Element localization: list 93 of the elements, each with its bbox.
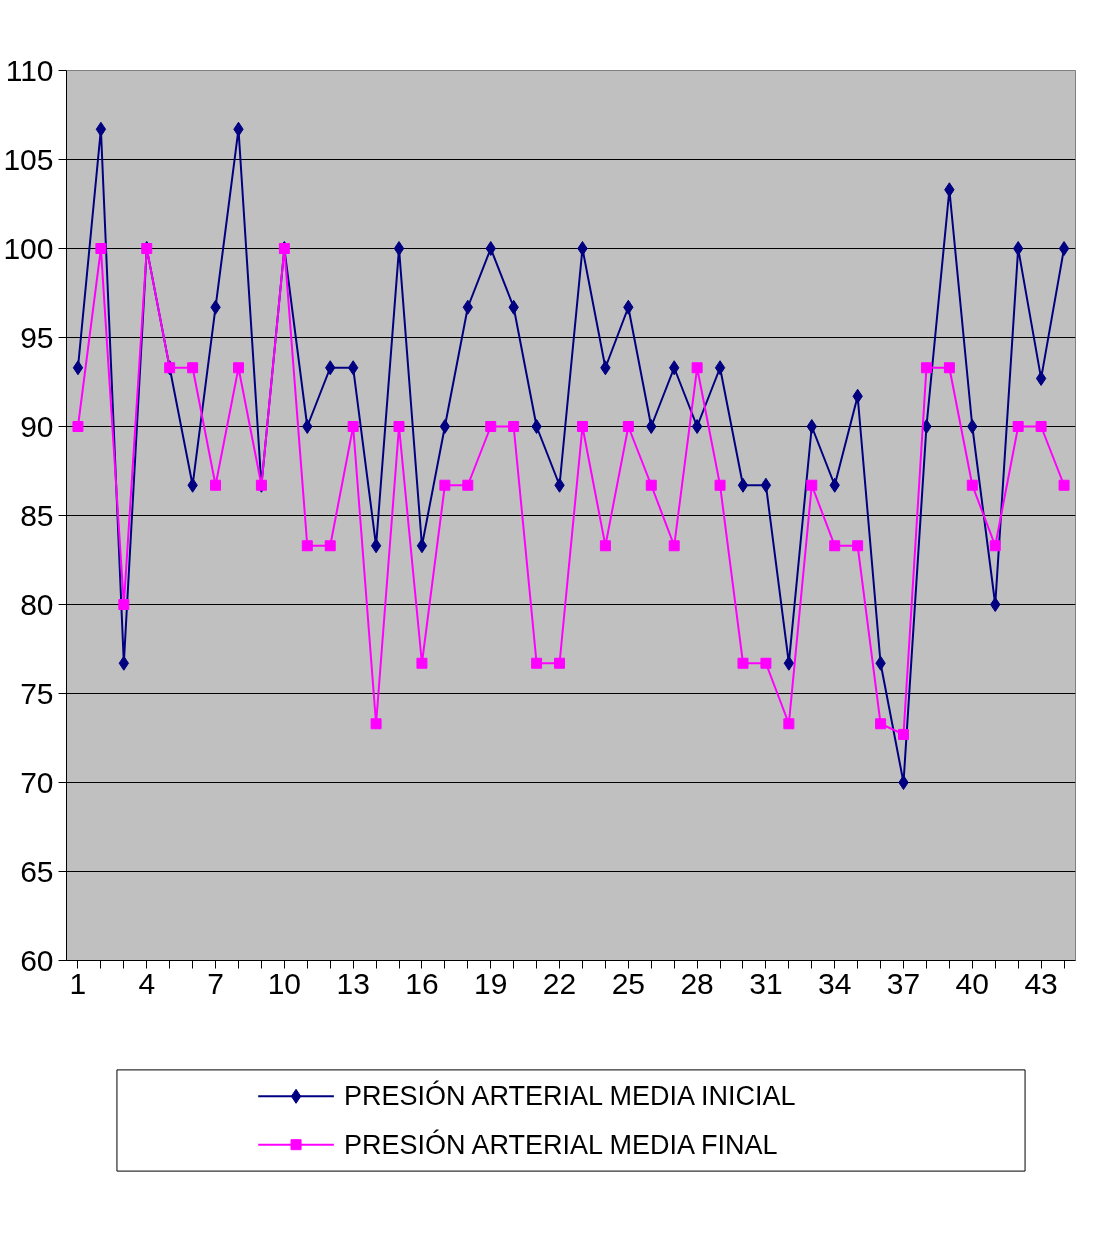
x-tick-label: 37 [886, 966, 921, 1000]
x-tick-label: 1 [69, 966, 87, 1000]
y-tick-label: 100 [3, 231, 54, 265]
point [1013, 241, 1024, 256]
point [737, 657, 749, 669]
point [118, 599, 130, 610]
point [439, 419, 451, 434]
point [554, 657, 566, 669]
y-tick-label: 90 [20, 409, 54, 443]
y-tick-label: 60 [20, 943, 54, 977]
point [622, 421, 634, 432]
x-tick-label: 25 [611, 966, 646, 1000]
point [898, 775, 909, 790]
point [990, 597, 1001, 612]
point [393, 241, 405, 256]
point [347, 360, 359, 376]
point [691, 419, 703, 434]
point [645, 479, 657, 491]
legend-label: PRESIÓN ARTERIAL MEDIA INICIAL [343, 1080, 796, 1112]
point [921, 419, 932, 434]
point [187, 362, 199, 374]
point [301, 540, 313, 552]
x-tick-label: 10 [267, 966, 302, 1000]
x-tick-label: 31 [749, 966, 783, 1000]
point [1058, 479, 1070, 491]
point [967, 419, 978, 434]
point [370, 718, 382, 730]
point [829, 540, 841, 552]
point [485, 421, 497, 432]
x-tick-label: 28 [680, 966, 714, 1000]
x-tick-label: 4 [138, 966, 156, 1000]
point [393, 421, 405, 432]
point [210, 479, 222, 491]
y-tick-label: 80 [20, 587, 54, 621]
point [875, 718, 887, 730]
point [1035, 421, 1047, 432]
point [852, 540, 864, 552]
point [462, 479, 474, 491]
point [531, 419, 542, 434]
y-tick-label: 105 [3, 142, 54, 176]
point [370, 538, 382, 554]
point [668, 540, 680, 552]
point [416, 657, 428, 669]
point [760, 477, 772, 493]
x-tick-label: 19 [474, 966, 508, 1000]
point [714, 360, 726, 376]
point [646, 419, 657, 434]
point [95, 243, 107, 254]
point [232, 362, 244, 374]
point [577, 241, 588, 256]
point [1058, 241, 1070, 256]
x-tick-label: 16 [405, 966, 439, 1000]
point [72, 360, 84, 376]
x-tick-label: 22 [542, 966, 577, 1000]
point [806, 479, 818, 491]
y-tick-label: 65 [20, 854, 54, 888]
point [920, 362, 932, 374]
y-tick-label: 95 [20, 320, 54, 354]
point [508, 421, 520, 432]
point [966, 479, 978, 491]
point [576, 421, 588, 432]
point [1012, 421, 1024, 432]
point [691, 362, 703, 374]
point [95, 121, 107, 137]
point [989, 540, 1001, 552]
x-tick-label: 13 [336, 966, 370, 1000]
point [72, 421, 84, 432]
x-tick-label: 7 [207, 966, 224, 1000]
point [714, 479, 726, 491]
point [783, 718, 795, 730]
point [302, 419, 313, 434]
point [531, 657, 543, 669]
point [943, 362, 955, 374]
point [416, 538, 428, 554]
point [760, 657, 772, 669]
y-tick-label: 70 [20, 765, 54, 799]
point [485, 241, 496, 256]
point [898, 728, 910, 740]
point [324, 540, 336, 552]
x-tick-label: 43 [1024, 966, 1058, 1000]
point [1035, 370, 1047, 386]
point [599, 540, 611, 552]
point [439, 479, 451, 491]
legend-label: PRESIÓN ARTERIAL MEDIA FINAL [343, 1128, 778, 1160]
point [783, 655, 795, 671]
y-tick-label: 110 [5, 53, 54, 87]
x-tick-label: 34 [818, 966, 852, 1000]
point [806, 419, 817, 434]
y-tick-label: 75 [20, 676, 54, 710]
point [737, 477, 749, 493]
y-tick-label: 85 [20, 498, 54, 532]
point [347, 421, 359, 432]
x-tick-label: 40 [955, 966, 989, 1000]
